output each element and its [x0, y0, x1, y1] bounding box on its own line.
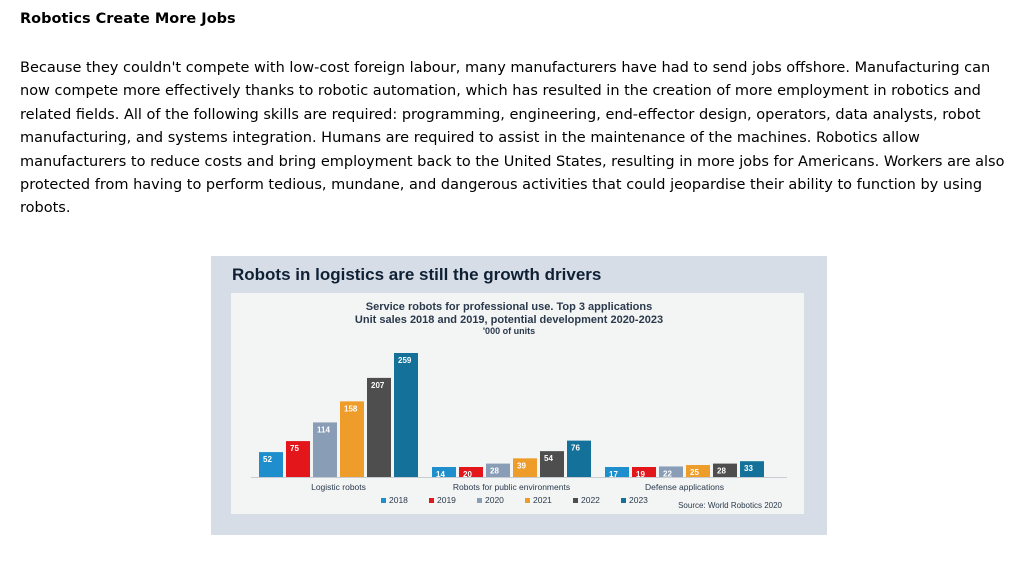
data-label-2023-1: 76 — [571, 444, 580, 453]
legend-swatch-2022 — [573, 498, 578, 503]
legend-label-2020: 2020 — [485, 495, 504, 505]
article-paragraph: Because they couldn't compete with low-c… — [20, 60, 1005, 217]
legend-label-2019: 2019 — [437, 495, 456, 505]
data-label-2019-2: 19 — [636, 470, 645, 479]
data-label-2023-0: 259 — [398, 356, 412, 365]
chart-title: Service robots for professional use. Top… — [366, 301, 652, 313]
data-label-2020-1: 28 — [490, 467, 499, 476]
bar-2021-2 — [686, 465, 710, 477]
legend-swatch-2018 — [381, 498, 386, 503]
bar-2019-1 — [459, 467, 483, 477]
bar-chart: Service robots for professional use. Top… — [251, 301, 787, 510]
data-label-2022-1: 54 — [544, 454, 553, 463]
chart-source: Source: World Robotics 2020 — [678, 501, 782, 510]
bar-2023-2 — [740, 461, 764, 477]
data-label-2018-1: 14 — [436, 470, 445, 479]
data-label-2021-0: 158 — [344, 404, 358, 413]
bar-2020-1 — [486, 463, 510, 477]
bar-2020-2 — [659, 466, 683, 477]
data-label-2022-2: 28 — [717, 467, 726, 476]
bar-2021-0 — [340, 401, 364, 477]
legend-swatch-2020 — [477, 498, 482, 503]
category-label-1: Robots for public environments — [453, 482, 570, 492]
chart-unit-note: '000 of units — [483, 326, 535, 336]
data-label-2021-1: 39 — [517, 461, 526, 470]
bar-2023-1 — [567, 440, 591, 477]
legend-label-2022: 2022 — [581, 495, 600, 505]
bar-2018-0 — [259, 452, 283, 477]
data-label-2022-0: 207 — [371, 381, 385, 390]
figure-headline: Robots in logistics are still the growth… — [232, 265, 602, 284]
category-label-0: Logistic robots — [311, 482, 366, 492]
data-label-2019-1: 20 — [463, 470, 472, 479]
legend-label-2018: 2018 — [389, 495, 408, 505]
legend-label-2023: 2023 — [629, 495, 648, 505]
bar-2021-1 — [513, 458, 537, 477]
data-label-2020-0: 114 — [317, 425, 330, 434]
bar-2022-2 — [713, 463, 737, 477]
bar-2023-0 — [394, 353, 418, 477]
bar-2019-2 — [632, 467, 656, 477]
legend-label-2021: 2021 — [533, 495, 552, 505]
legend-swatch-2023 — [621, 498, 626, 503]
bar-2018-1 — [432, 467, 456, 477]
bar-2022-0 — [367, 377, 391, 477]
data-label-2019-0: 75 — [290, 444, 299, 453]
bar-2018-2 — [605, 467, 629, 477]
bar-2019-0 — [286, 441, 310, 477]
category-label-2: Defense applications — [645, 482, 724, 492]
legend-swatch-2019 — [429, 498, 434, 503]
data-label-2020-2: 22 — [663, 469, 672, 478]
chart-panel: Service robots for professional use. Top… — [231, 293, 804, 514]
legend-swatch-2021 — [525, 498, 530, 503]
bar-2020-0 — [313, 422, 337, 477]
data-label-2021-2: 25 — [690, 468, 699, 477]
data-label-2018-2: 17 — [609, 470, 618, 479]
chart-subtitle: Unit sales 2018 and 2019, potential deve… — [355, 314, 663, 326]
chart-figure: Robots in logistics are still the growth… — [211, 256, 827, 535]
data-label-2023-2: 33 — [744, 464, 753, 473]
bar-2022-1 — [540, 451, 564, 477]
page-title: Robotics Create More Jobs — [20, 11, 236, 27]
data-label-2018-0: 52 — [263, 455, 272, 464]
